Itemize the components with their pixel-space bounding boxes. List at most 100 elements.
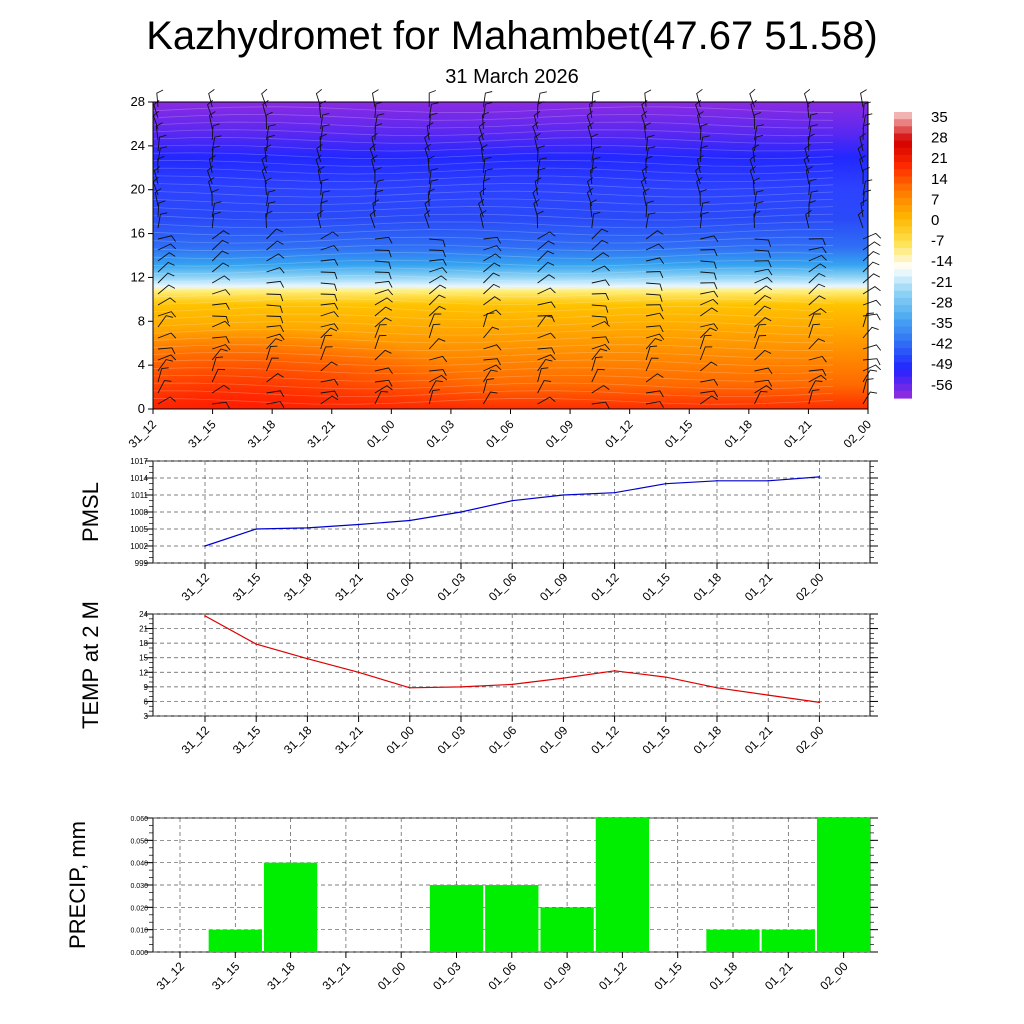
wind-barb [862,378,874,394]
wind-barb [697,111,704,130]
wind-barb [320,271,338,280]
wind-barb [374,101,383,119]
wind-barb [862,101,871,119]
wind-barb [645,146,656,163]
x-tick-label: 31_12 [126,417,160,451]
precip-plot: 0.000 0.010 0.020 0.030 0.040 0.050 0.060 31_12… [65,816,878,993]
contour-line [152,305,834,313]
wind-barb [754,385,773,394]
wind-barb [591,156,601,174]
contour-line [152,129,834,137]
pmsl-ylabel: PMSL [78,482,103,542]
precip-ylabel: PRECIP, mm [65,821,90,949]
temp-point [460,686,462,688]
wind-barb [374,390,389,405]
wind-barb [537,145,545,163]
wind-barb [590,133,598,152]
wind-barb [699,123,708,141]
wind-barb [591,348,608,361]
wind-barb [483,245,502,252]
x-tick-label: 01_06 [483,417,517,451]
temp-point [613,670,616,672]
colorbar-swatch [894,347,912,356]
wind-barb [862,344,882,351]
wind-barb [700,323,719,330]
wind-barb [700,260,717,269]
y-tick-label: 0 [138,401,145,416]
colorbar-label: -35 [931,315,953,332]
wind-barb [428,284,447,295]
precip-bar [208,929,262,952]
x-tick-label: 31_21 [332,723,366,757]
wind-barb [155,122,163,141]
wind-barb [372,199,380,218]
wind-barb [808,369,827,377]
wind-barb [208,111,216,130]
wind-barb [320,178,329,196]
colorbar-swatch [894,340,912,349]
contour-line [152,290,834,298]
colorbar-swatch [894,326,912,335]
colorbar-swatch [894,169,912,177]
wind-barb [699,211,709,229]
wind-barb [319,133,327,152]
wind-barb [700,271,717,280]
wind-barb [483,253,502,262]
wind-barb [699,135,710,152]
colorbar-swatch [894,133,912,142]
x-tick-label: 01_06 [485,959,519,993]
wind-barb [752,177,760,196]
colorbar-swatch [894,162,912,170]
wind-barb [157,315,174,328]
wind-barb [429,369,447,377]
x-tick-label: 31_21 [320,959,354,993]
wind-barb [591,252,610,262]
x-tick-label: 02_00 [817,959,851,993]
wind-barb [320,231,339,240]
wind-barb [157,146,168,163]
contour-line [152,236,834,244]
colorbar-swatch [894,247,912,256]
wind-barb [320,323,339,330]
contour-line [152,160,834,167]
wind-barb [429,249,446,258]
wind-barb [208,155,216,174]
wind-barb [700,249,718,257]
colorbar-swatch [894,283,912,292]
colorbar-swatch [894,255,912,263]
contour-line [152,206,834,213]
wind-barb [266,240,284,251]
x-tick-label: 01_15 [651,959,685,993]
y-tick-label: 9 [144,683,149,692]
wind-barb [754,268,773,276]
wind-barb [374,334,387,350]
wind-barb [643,122,651,141]
wind-barb [537,301,556,308]
wind-barb [537,261,555,273]
wind-barb [428,389,440,405]
pmsl-plot: 999 1002 1005 1008 1011 1014 1017 31_12 31_15 31_… [78,457,878,604]
wind-barb [424,209,431,229]
wind-barb [808,313,821,328]
wind-barb [211,384,230,394]
wind-barb [266,293,284,302]
wind-barb [266,401,285,408]
colorbar-swatch [894,212,912,220]
temp-point [409,687,411,689]
wind-barb [483,236,501,244]
wind-barb [266,201,276,218]
x-tick-label: 01_06 [486,723,520,757]
wind-barb [212,315,229,324]
wind-barb [862,286,881,295]
wind-barb [483,326,500,339]
contour-line [152,313,834,321]
y-tick-label: 1014 [130,474,148,483]
wind-barb [483,272,500,284]
wind-barb [700,361,718,372]
wind-barb [699,201,710,218]
wind-barb [804,143,811,163]
wind-barb [157,332,177,339]
x-tick-label: 31_18 [281,723,315,757]
colorbar-swatch [894,126,912,135]
x-tick-label: 31_12 [154,959,188,993]
